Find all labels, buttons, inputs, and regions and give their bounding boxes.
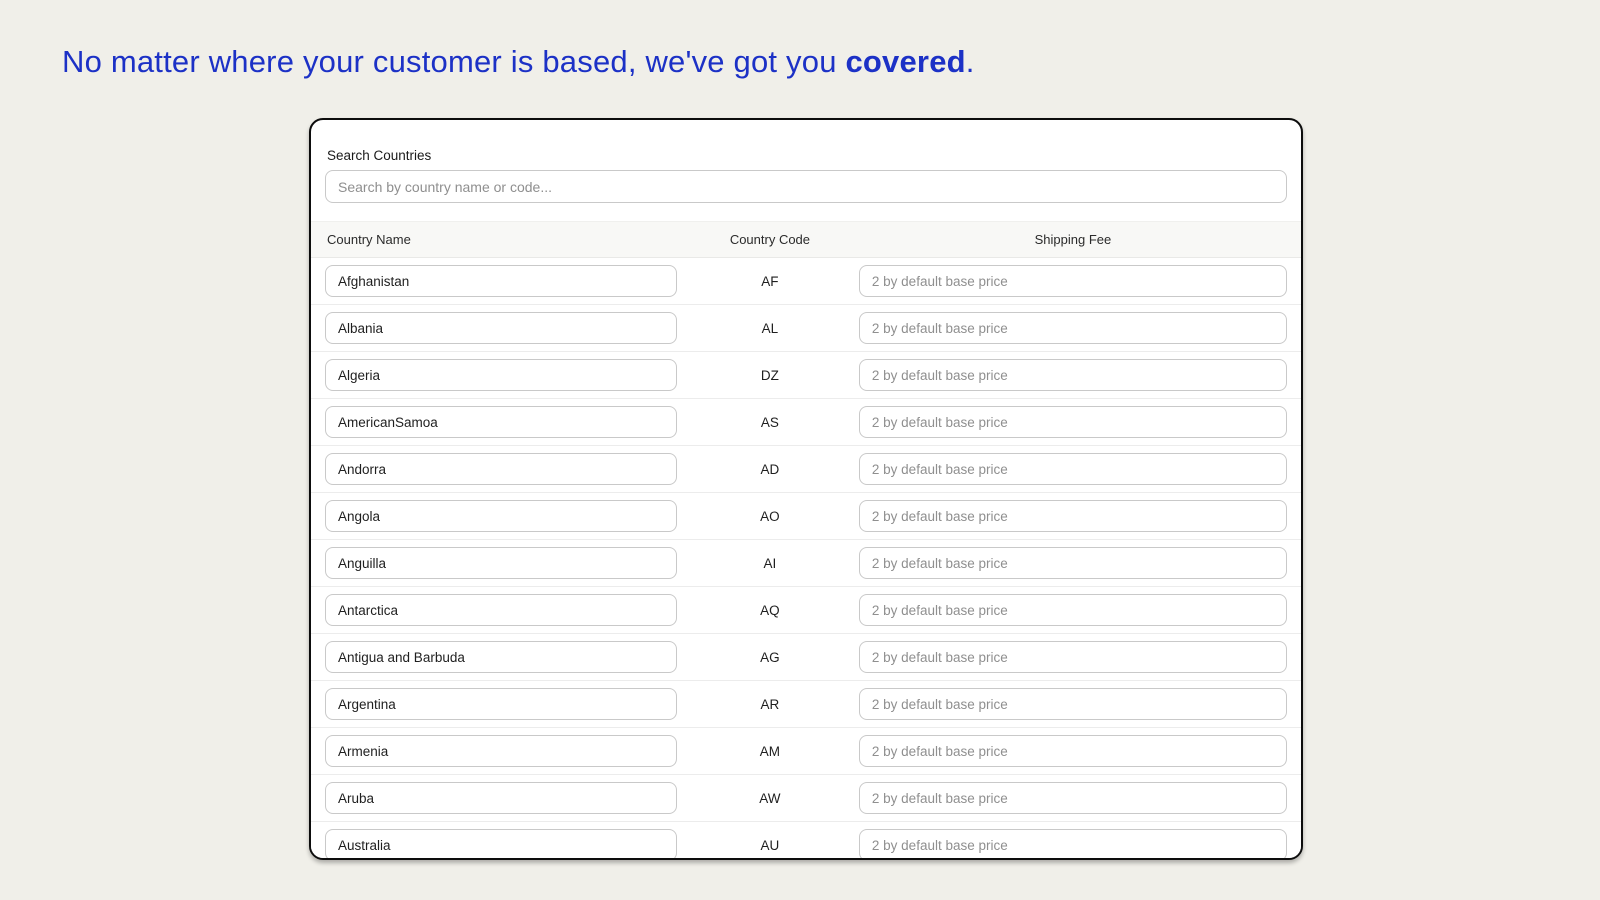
countries-panel: Search Countries Country Name Country Co… [309,118,1303,860]
table-row: AI [311,540,1301,587]
table-row: AG [311,634,1301,681]
shipping-fee-input[interactable] [858,547,1287,579]
country-name-input[interactable] [325,547,678,579]
table-row: AM [311,728,1301,775]
search-input[interactable] [325,170,1287,203]
table-row: AL [311,305,1301,352]
table-row: AR [311,681,1301,728]
country-code-value: AU [760,837,780,853]
country-name-input[interactable] [325,735,678,767]
column-header-shipping-fee: Shipping Fee [1034,232,1112,247]
table-row: AQ [311,587,1301,634]
country-name-input[interactable] [325,641,678,673]
shipping-fee-input[interactable] [858,406,1287,438]
shipping-fee-input[interactable] [858,312,1287,344]
country-name-input[interactable] [325,782,678,814]
page-title-period: . [965,44,975,79]
shipping-fee-input[interactable] [858,688,1287,720]
country-name-input[interactable] [325,594,678,626]
shipping-fee-input[interactable] [858,265,1287,297]
shipping-fee-input[interactable] [858,641,1287,673]
table-row: AD [311,446,1301,493]
shipping-fee-input[interactable] [858,782,1287,814]
country-table-body: AF AL DZ AS AD [311,258,1301,858]
shipping-fee-input[interactable] [858,735,1287,767]
page-title-text: No matter where your customer is based, … [62,44,846,79]
column-header-country-name: Country Name [327,232,411,247]
country-code-value: AL [761,320,779,336]
search-countries-label: Search Countries [327,148,432,163]
country-name-input[interactable] [325,312,678,344]
table-row: AW [311,775,1301,822]
country-code-value: AI [763,555,777,571]
country-code-value: DZ [760,367,779,383]
table-row: DZ [311,352,1301,399]
table-row: AU [311,822,1301,858]
shipping-fee-input[interactable] [858,359,1287,391]
country-code-value: AD [760,461,780,477]
country-name-input[interactable] [325,406,678,438]
shipping-fee-input[interactable] [858,829,1287,858]
table-row: AO [311,493,1301,540]
column-header-country-code: Country Code [729,232,811,247]
country-code-value: AG [760,649,780,665]
table-row: AF [311,258,1301,305]
country-name-input[interactable] [325,500,678,532]
shipping-fee-input[interactable] [858,500,1287,532]
country-code-value: AW [759,790,781,806]
country-name-input[interactable] [325,688,678,720]
page-title: No matter where your customer is based, … [62,44,975,80]
country-code-value: AO [760,508,780,524]
country-code-value: AR [760,696,780,712]
shipping-fee-input[interactable] [858,594,1287,626]
country-name-input[interactable] [325,453,678,485]
country-code-value: AM [759,743,781,759]
country-name-input[interactable] [325,829,678,858]
page-title-bold: covered [845,44,966,79]
country-code-value: AS [760,414,779,430]
table-header: Country Name Country Code Shipping Fee [311,221,1301,258]
country-code-value: AQ [760,602,780,618]
country-name-input[interactable] [325,265,678,297]
table-row: AS [311,399,1301,446]
country-name-input[interactable] [325,359,678,391]
country-code-value: AF [761,273,779,289]
shipping-fee-input[interactable] [858,453,1287,485]
